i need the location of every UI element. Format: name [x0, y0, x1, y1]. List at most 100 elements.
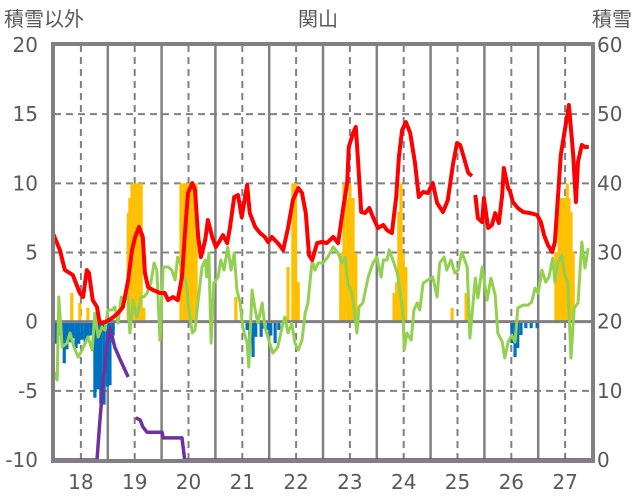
right-y-tick-label: 0 — [597, 448, 610, 472]
orange-bar — [345, 197, 349, 322]
left-y-tick-label: 5 — [25, 241, 38, 265]
x-tick-label: 24 — [391, 470, 416, 494]
orange-bar — [464, 293, 468, 322]
orange-bar — [563, 197, 567, 322]
blue-bar — [96, 321, 100, 390]
blue-bar — [510, 321, 514, 344]
orange-bar — [354, 253, 358, 322]
x-tick-label: 18 — [68, 470, 93, 494]
blue-bar — [251, 321, 255, 358]
orange-bar — [291, 183, 295, 322]
orange-bar — [70, 293, 74, 322]
orange-bar — [404, 267, 408, 322]
orange-bar — [401, 253, 405, 322]
purple-snow-depth-line — [52, 326, 592, 462]
plot-border — [51, 42, 595, 463]
blue-bar — [86, 321, 90, 337]
right-y-tick-label: 60 — [597, 33, 622, 57]
orange-bar — [191, 183, 195, 322]
plot-frame — [51, 42, 595, 463]
orange-bar — [567, 197, 571, 322]
blue-bar — [53, 321, 57, 344]
red-series-line — [51, 103, 589, 326]
orange-bar — [78, 302, 82, 322]
blue-bar — [93, 321, 97, 398]
blue-bar — [77, 321, 81, 344]
left-y-tick-label: 15 — [13, 102, 38, 126]
right-y-tick-label: 50 — [597, 102, 622, 126]
x-tick-label: 23 — [337, 470, 362, 494]
left-y-tick-label: -10 — [5, 448, 38, 472]
left-y-tick-label: 10 — [13, 171, 38, 195]
orange-bar — [286, 267, 290, 322]
orange-bar — [554, 252, 558, 322]
orange-bar — [397, 211, 401, 322]
blue-bar — [269, 321, 273, 336]
right-y-tick-label: 20 — [597, 310, 622, 334]
blue-bar — [89, 321, 93, 336]
orange-bar — [194, 183, 198, 322]
blue-bar — [535, 321, 539, 329]
blue-bar — [80, 321, 84, 340]
orange-bar — [571, 252, 575, 322]
blue-bar — [83, 321, 87, 344]
orange-bar — [293, 183, 298, 322]
blue-bar — [111, 321, 115, 336]
blue-bar — [259, 321, 263, 337]
x-tick-label: 20 — [176, 470, 201, 494]
x-tick-label: 25 — [445, 470, 470, 494]
blue-bar — [74, 321, 78, 348]
blue-bar — [254, 321, 258, 337]
orange-bar — [86, 307, 90, 322]
green-series-line — [51, 240, 590, 382]
orange-bar — [139, 183, 143, 322]
blue-bar — [99, 321, 103, 404]
orange-bar — [395, 282, 399, 322]
blue-bar — [529, 321, 533, 329]
orange-bar — [185, 183, 189, 322]
orange-bar — [348, 183, 352, 322]
orange-bar — [351, 197, 355, 322]
orange-bar — [392, 293, 396, 322]
left-y-tick-label: -5 — [18, 379, 38, 403]
x-tick-label: 21 — [230, 470, 255, 494]
left-axis-title: 積雪以外 — [4, 7, 84, 31]
x-tick-label: 26 — [499, 470, 524, 494]
chart-title: 関山 — [298, 7, 338, 31]
right-y-tick-label: 30 — [597, 241, 622, 265]
orange-bar — [339, 253, 343, 322]
orange-bar — [188, 183, 192, 322]
orange-bar — [142, 307, 146, 322]
orange-bar — [179, 183, 183, 322]
orange-bar — [136, 183, 140, 322]
right-axis-title: 積雪 — [592, 7, 632, 31]
blue-bar — [277, 321, 281, 330]
orange-bar — [296, 282, 300, 322]
right-y-tick-label: 10 — [597, 379, 622, 403]
x-tick-label: 19 — [122, 470, 147, 494]
orange-bar — [569, 211, 573, 322]
blue-bar — [524, 321, 528, 329]
blue-bar — [108, 321, 112, 386]
x-tick-label: 22 — [283, 470, 308, 494]
orange-bar — [450, 307, 454, 322]
orange-bar — [133, 183, 137, 322]
blue-bar — [266, 321, 270, 330]
blue-bar — [245, 321, 249, 330]
blue-bar — [273, 321, 277, 344]
blue-bar — [519, 321, 523, 336]
orange-bar — [342, 183, 346, 322]
blue-bar — [62, 321, 66, 364]
x-tick-label: 27 — [552, 470, 577, 494]
left-y-tick-label: 0 — [25, 310, 38, 334]
right-y-tick-label: 40 — [597, 171, 622, 195]
blue-bar — [65, 321, 69, 350]
blue-bar — [71, 321, 75, 339]
orange-bar — [565, 183, 569, 322]
orange-bar — [399, 183, 403, 322]
series-lines — [51, 103, 592, 462]
left-y-tick-label: 20 — [13, 33, 38, 57]
orange-bar — [234, 296, 238, 322]
